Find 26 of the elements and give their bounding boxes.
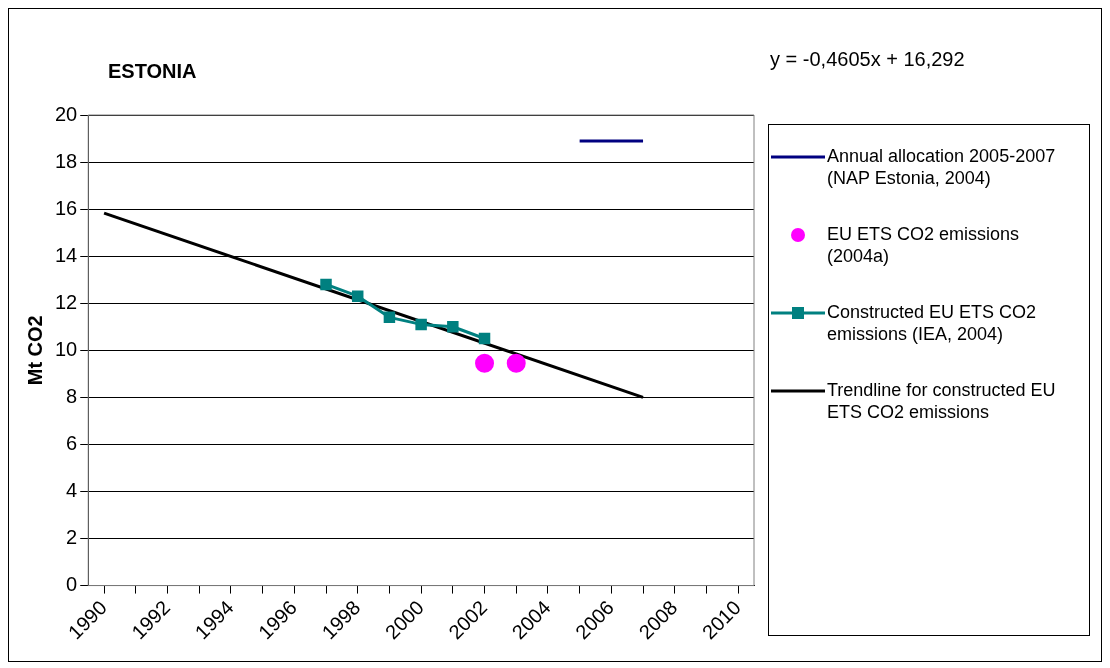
legend-label: Annual allocation 2005-2007 (NAP Estonia, 2004) (827, 145, 1057, 189)
point (351, 290, 364, 302)
chart-title: ESTONIA (108, 60, 197, 83)
y-tick-label: 8 (66, 384, 78, 407)
text: y = -0,4605x + 16,292 (770, 48, 965, 71)
y-tick-label: 20 (55, 102, 78, 125)
legend-label: EU ETS CO2 emissions (2004a) (827, 223, 1021, 267)
point (415, 318, 427, 331)
point (506, 353, 526, 373)
point (383, 311, 396, 324)
y-tick-label: 2 (66, 526, 78, 549)
y-axis-title: Mt CO2 (23, 315, 46, 386)
y-tick-label: 12 (55, 290, 78, 313)
y-tick-label: 6 (66, 431, 78, 454)
y-tick-label: 0 (66, 573, 78, 596)
y-tick-label: 18 (55, 149, 78, 172)
point (447, 321, 459, 333)
point (320, 278, 332, 291)
point (478, 332, 491, 345)
y-tick-label: 4 (66, 478, 78, 501)
y-tick-label: 10 (55, 337, 78, 360)
legend-label: Trendline for constructed EU ETS CO2 emissions (827, 379, 1057, 423)
y-tick-label: 14 (55, 243, 78, 266)
legend-label: Constructed EU ETS CO2 emissions (IEA, 2004) (827, 301, 1038, 345)
point (475, 353, 495, 373)
y-tick-label: 16 (55, 196, 78, 219)
